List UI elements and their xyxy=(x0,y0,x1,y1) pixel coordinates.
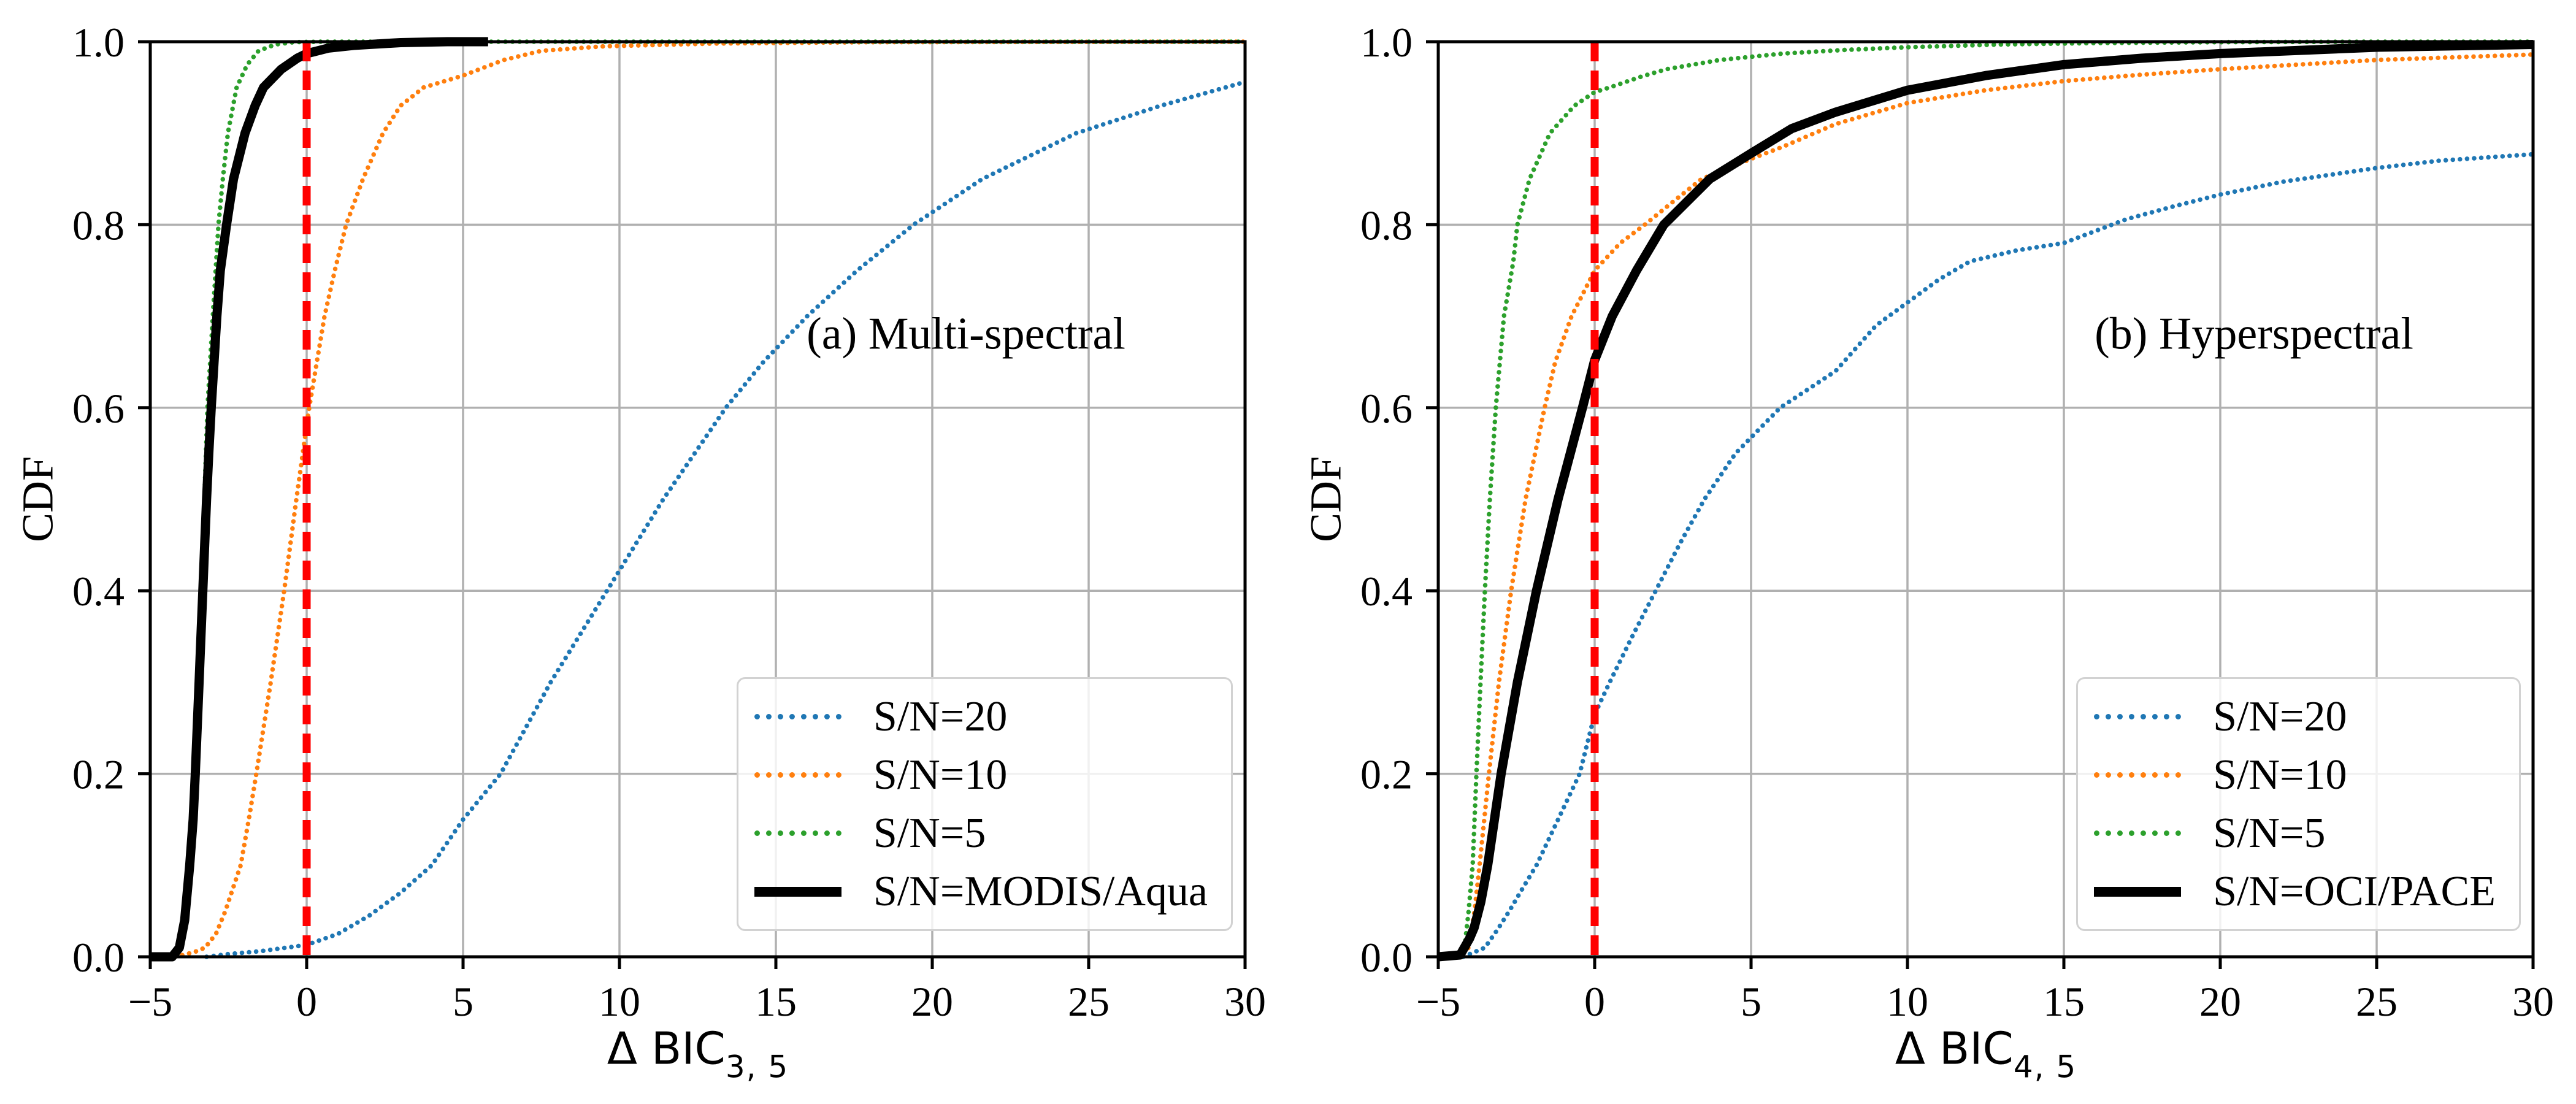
legend-label: S/N=10 xyxy=(2213,751,2347,799)
panel-annotation-b: (b) Hyperspectral xyxy=(2095,309,2413,359)
legend-sample-sn5-dotted-line xyxy=(754,830,841,836)
legend-row: S/N=5 xyxy=(754,809,1208,857)
x-tick-label: 30 xyxy=(2512,978,2554,1025)
series-s-n-10 xyxy=(1454,52,2536,959)
legend-b: S/N=20 S/N=10 S/N=5 S/N=OCI/PACE xyxy=(2076,677,2521,931)
x-axis-label-b: Δ BIC4, 5 xyxy=(1895,1023,2077,1085)
legend-label: S/N=20 xyxy=(2213,692,2347,740)
y-axis-label-a: CDF xyxy=(13,456,63,543)
panel-annotation-a: (a) Multi-spectral xyxy=(807,309,1125,359)
legend-label: S/N=5 xyxy=(2213,809,2326,857)
series-s-n-modis-aqua xyxy=(150,37,488,962)
legend-label: S/N=5 xyxy=(873,809,986,857)
x-tick-label: 20 xyxy=(2199,978,2241,1025)
x-tick-label: 15 xyxy=(755,978,797,1025)
x-tick-label: 10 xyxy=(1887,978,1928,1025)
x-tick-label: −5 xyxy=(1416,978,1460,1025)
legend-label: S/N=OCI/PACE xyxy=(2213,867,2496,915)
x-tick-label: 25 xyxy=(1068,978,1110,1025)
y-tick-label: 0.8 xyxy=(1360,202,1413,248)
y-tick-label: 0.4 xyxy=(72,568,125,615)
y-axis-label-b: CDF xyxy=(1301,456,1351,543)
x-tick-label: 0 xyxy=(296,978,317,1025)
y-tick-label: 0.0 xyxy=(72,934,125,981)
legend-a: S/N=20 S/N=10 S/N=5 S/N=MODIS/Aqua xyxy=(736,677,1233,931)
x-axis-label-main-a: Δ BIC xyxy=(607,1022,726,1075)
x-tick-label: −5 xyxy=(128,978,172,1025)
legend-sample-sn10-dotted-line xyxy=(754,772,841,778)
legend-label: S/N=10 xyxy=(873,751,1008,799)
legend-label: S/N=20 xyxy=(873,692,1008,740)
axis-ticks: −5 0 5 10 15 20 25 30 0.0 0.2 0.4 0.6 0.8 1.0 xyxy=(1360,19,2554,1025)
y-tick-label: 0.2 xyxy=(72,751,125,798)
x-tick-label: 0 xyxy=(1584,978,1605,1025)
x-axis-label-a: Δ BIC3, 5 xyxy=(607,1023,789,1085)
y-tick-label: 0.6 xyxy=(1360,385,1413,432)
legend-row: S/N=OCI/PACE xyxy=(2094,870,2496,913)
series-s-n-5 xyxy=(1451,39,2536,959)
plot-area-a: −5 0 5 10 15 20 25 30 0.0 0.2 0.4 0.6 0.8 1.0 xyxy=(72,19,1266,1025)
x-tick-label: 5 xyxy=(453,978,473,1025)
legend-row: S/N=20 xyxy=(2094,692,2496,740)
axes-frame xyxy=(1436,40,2535,959)
x-tick-label: 10 xyxy=(599,978,640,1025)
legend-sample-modis-solid-line xyxy=(754,886,841,897)
x-tick-label: 30 xyxy=(1224,978,1266,1025)
x-axis-label-main-b: Δ BIC xyxy=(1895,1022,2014,1075)
legend-row: S/N=10 xyxy=(754,751,1208,799)
x-axis-label-subscript-a: 3, 5 xyxy=(725,1049,789,1085)
x-axis-label-subscript-b: 4, 5 xyxy=(2013,1049,2077,1085)
axis-ticks: −5 0 5 10 15 20 25 30 0.0 0.2 0.4 0.6 0.8 1.0 xyxy=(72,19,1266,1025)
legend-sample-sn20-dotted-line xyxy=(2094,714,2182,719)
y-tick-label: 1.0 xyxy=(72,19,125,66)
series-curves xyxy=(1438,39,2536,962)
legend-sample-sn20-dotted-line xyxy=(754,714,841,719)
y-tick-label: 0.6 xyxy=(72,385,125,432)
legend-sample-sn10-dotted-line xyxy=(2094,772,2182,778)
x-tick-label: 25 xyxy=(2356,978,2398,1025)
y-tick-label: 1.0 xyxy=(1360,19,1413,66)
y-tick-label: 0.0 xyxy=(1360,934,1413,981)
series-s-n-oci-pace xyxy=(1438,40,2534,962)
legend-row: S/N=5 xyxy=(2094,809,2496,857)
y-tick-label: 0.2 xyxy=(1360,751,1413,798)
x-tick-label: 5 xyxy=(1741,978,1761,1025)
x-tick-label: 20 xyxy=(911,978,953,1025)
axes-frame xyxy=(148,40,1247,959)
legend-label: S/N=MODIS/Aqua xyxy=(873,867,1208,915)
legend-sample-oci-solid-line xyxy=(2094,886,2182,897)
x-tick-label: 15 xyxy=(2043,978,2085,1025)
legend-row: S/N=10 xyxy=(2094,751,2496,799)
panel-a: −5 0 5 10 15 20 25 30 0.0 0.2 0.4 0.6 0.8 1.0 CDF Δ B… xyxy=(13,19,1267,1085)
y-tick-label: 0.8 xyxy=(72,202,125,248)
legend-sample-sn5-dotted-line xyxy=(2094,830,2182,836)
series-s-n-20 xyxy=(204,79,1248,959)
y-tick-label: 0.4 xyxy=(1360,568,1413,615)
panel-b: −5 0 5 10 15 20 25 30 0.0 0.2 0.4 0.6 0.8 1.0 CDF Δ B… xyxy=(1288,0,2576,1104)
legend-row: S/N=20 xyxy=(754,692,1208,740)
series-s-n-20 xyxy=(1461,151,2536,959)
plot-area-b: −5 0 5 10 15 20 25 30 0.0 0.2 0.4 0.6 0.8 1.0 xyxy=(1360,19,2554,1025)
legend-row: S/N=MODIS/Aqua xyxy=(754,870,1208,913)
